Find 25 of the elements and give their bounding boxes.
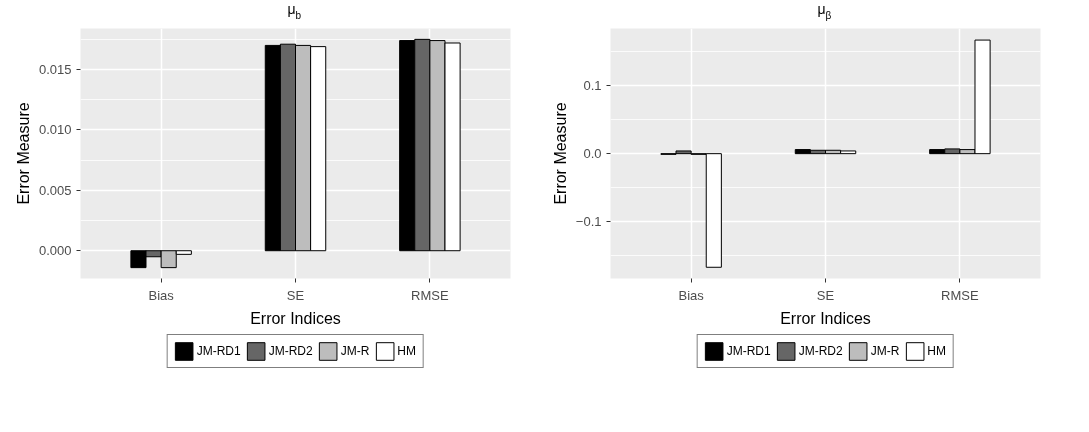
legend-label: HM	[397, 344, 417, 358]
x-axis-title: Error Indices	[250, 309, 341, 327]
y-axis-title: Error Measure	[551, 102, 569, 205]
x-tick-label: SE	[286, 287, 305, 303]
y-axis-title: Error Measure	[14, 102, 32, 205]
y-tick-label: 0.0	[583, 146, 602, 162]
legend-label: JM-RD2	[268, 344, 313, 358]
legend-label: JM-R	[340, 344, 370, 358]
y-tick-label: 0.1	[583, 78, 602, 94]
x-tick-label: Bias	[678, 287, 705, 303]
x-tick-label: SE	[816, 287, 835, 303]
legend-label: JM-R	[870, 344, 900, 358]
legend-label: JM-RD2	[798, 344, 843, 358]
x-tick-label: Bias	[148, 287, 175, 303]
legend-label: HM	[927, 344, 947, 358]
legend-label: JM-RD1	[196, 344, 241, 358]
y-tick-label: 0.005	[38, 182, 72, 198]
y-tick-label: 0.010	[38, 122, 72, 138]
y-tick-label: 0.000	[38, 243, 72, 259]
x-axis-title: Error Indices	[780, 309, 871, 327]
x-tick-label: RMSE	[411, 287, 449, 303]
y-tick-label: 0.015	[38, 62, 72, 78]
y-tick-label: −0.1	[575, 214, 602, 230]
x-tick-label: RMSE	[941, 287, 979, 303]
legend-label: JM-RD1	[726, 344, 771, 358]
